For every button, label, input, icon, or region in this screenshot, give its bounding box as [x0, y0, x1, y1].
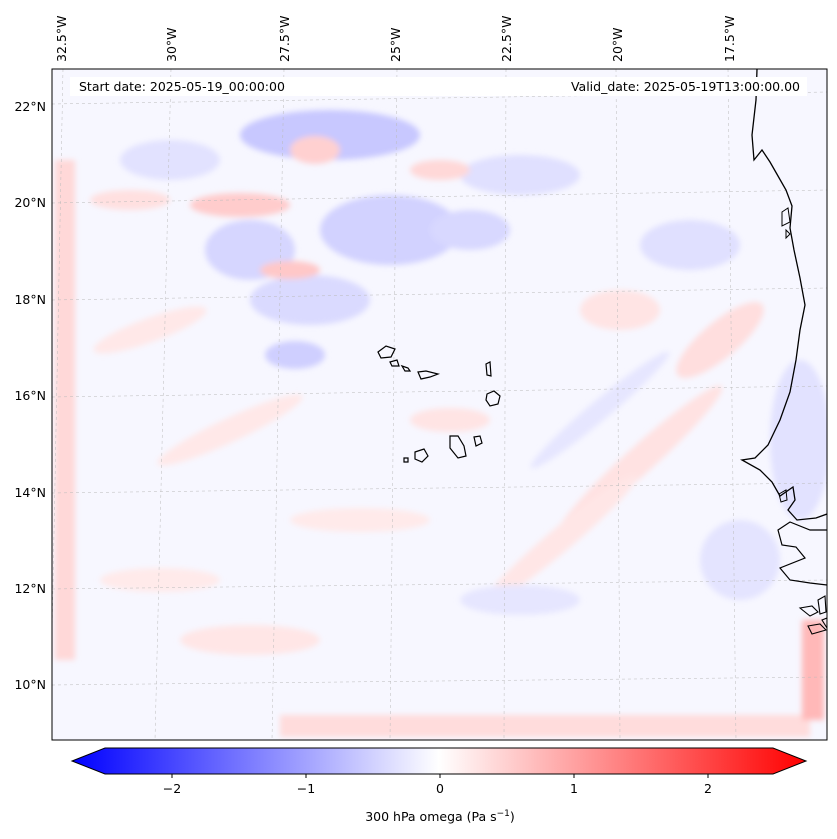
- lat-label: 12°N: [14, 581, 46, 596]
- coastal-details: [778, 207, 791, 503]
- colorbar-tick-label: 2: [704, 781, 712, 796]
- colorbar-body: [70, 747, 808, 775]
- map-frame: [51, 68, 828, 741]
- lon-label: 27.5°W: [277, 16, 292, 62]
- boundary-strip-bottom: [280, 715, 810, 737]
- lon-label: 20°W: [610, 27, 625, 62]
- brava-island: [403, 457, 409, 463]
- lat-label: 14°N: [14, 485, 46, 500]
- boundary-strip-left: [55, 160, 75, 660]
- lon-label: 30°W: [164, 27, 179, 62]
- start-date-label: Start date: 2025-05-19_00:00:00: [79, 79, 285, 94]
- sao-vicente-island: [389, 359, 400, 367]
- sal-island: [485, 361, 492, 377]
- boundary-strip-right: [802, 620, 824, 720]
- sao-nicolau-island: [400, 364, 412, 372]
- colorbar-tick-label: 1: [570, 781, 578, 796]
- lat-label: 10°N: [14, 677, 46, 692]
- colorbar-label-main: 300 hPa omega (Pa s: [365, 809, 496, 824]
- colorbar-label-close: ): [510, 809, 515, 824]
- santiago-island: [449, 435, 467, 459]
- colorbar-label: 300 hPa omega (Pa s−1): [365, 809, 515, 824]
- santo-antao-island: [377, 345, 396, 359]
- cape-verde-islands: [377, 345, 501, 463]
- lon-label: 25°W: [388, 27, 403, 62]
- africa-coastline: [740, 69, 827, 521]
- omega-field: [52, 69, 827, 740]
- header-band: [70, 77, 807, 96]
- valid-date-label: Valid_date: 2025-05-19T13:00:00.00: [571, 79, 800, 94]
- colorbar-tick-label: −1: [297, 781, 315, 796]
- lat-label: 22°N: [14, 99, 46, 114]
- latitude-labels: 22°N 20°N 18°N 16°N 14°N 12°N 10°N: [14, 99, 46, 692]
- colorbar-tick-label: −2: [163, 781, 181, 796]
- fogo-island: [414, 448, 429, 463]
- colorbar: −2 −1 0 1 2 300 hPa omega (Pa s−1): [70, 747, 808, 824]
- lat-label: 18°N: [14, 292, 46, 307]
- boa-vista-island: [485, 390, 501, 407]
- lon-label: 22.5°W: [499, 16, 514, 62]
- longitude-labels: 32.5°W 30°W 27.5°W 25°W 22.5°W 20°W 17.5…: [54, 16, 737, 62]
- colorbar-tick-label: 0: [436, 781, 444, 796]
- sao-nicolau-east: [417, 370, 441, 380]
- senegambia-coastline: [777, 521, 827, 586]
- guinea-bissau-islands: [798, 595, 827, 635]
- lat-label: 16°N: [14, 388, 46, 403]
- map-panel: Start date: 2025-05-19_00:00:00 Valid_da…: [51, 68, 828, 741]
- maio-island: [473, 435, 483, 447]
- lon-label: 17.5°W: [722, 16, 737, 62]
- colorbar-ticks: [171, 774, 709, 778]
- lon-label: 32.5°W: [54, 16, 69, 62]
- lat-label: 20°N: [14, 195, 46, 210]
- colorbar-label-sup: −1: [497, 809, 510, 819]
